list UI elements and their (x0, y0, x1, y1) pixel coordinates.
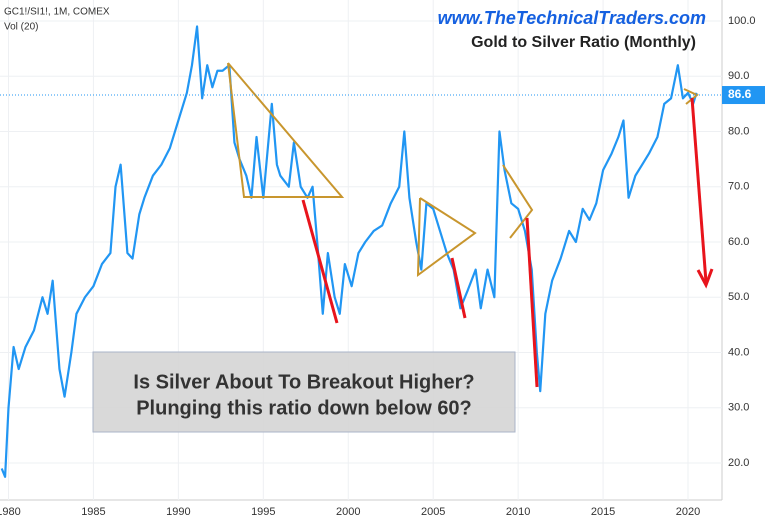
arrow-head (696, 268, 714, 289)
y-tick-label: 20.0 (728, 457, 749, 469)
price-line (0, 25, 698, 478)
y-tick-label: 30.0 (728, 402, 749, 414)
x-tick-label: 2000 (336, 506, 360, 518)
arrow (301, 199, 339, 324)
x-tick-label: 1980 (0, 506, 21, 518)
x-tick-label: 2010 (506, 506, 530, 518)
x-tick-label: 1990 (166, 506, 190, 518)
plot (0, 25, 698, 478)
y-tick-label: 70.0 (728, 181, 749, 193)
current-value-label: 86.6 (728, 87, 752, 101)
triangle (227, 62, 345, 198)
annotation-text: Is Silver About To Breakout Higher? (133, 371, 474, 393)
y-tick-label: 50.0 (728, 291, 749, 303)
y-tick-label: 80.0 (728, 125, 749, 137)
arrow (525, 217, 539, 388)
y-tick-label: 40.0 (728, 346, 749, 358)
chart-title: Gold to Silver Ratio (Monthly) (471, 34, 696, 51)
volume-label: Vol (20) (4, 22, 38, 33)
arrow (690, 97, 708, 283)
website: www.TheTechnicalTraders.com (438, 8, 706, 28)
y-tick-label: 100.0 (728, 15, 756, 27)
y-tick-label: 90.0 (728, 70, 749, 82)
current-value-box (722, 86, 765, 105)
symbol-label: GC1!/SI1!, 1M, COMEX (4, 7, 110, 18)
triangle (416, 197, 477, 278)
annotation-box (92, 351, 516, 433)
red-arrows (301, 97, 714, 388)
x-tick-label: 2005 (421, 506, 445, 518)
annotation-text: Plunging this ratio down below 60? (136, 397, 472, 419)
x-tick-label: 1985 (81, 506, 105, 518)
x-tick-label: 1995 (251, 506, 275, 518)
x-tick-label: 2015 (591, 506, 615, 518)
triangle (502, 164, 534, 239)
y-tick-label: 60.0 (728, 236, 749, 248)
arrow (450, 257, 467, 319)
x-tick-label: 2020 (676, 506, 700, 518)
